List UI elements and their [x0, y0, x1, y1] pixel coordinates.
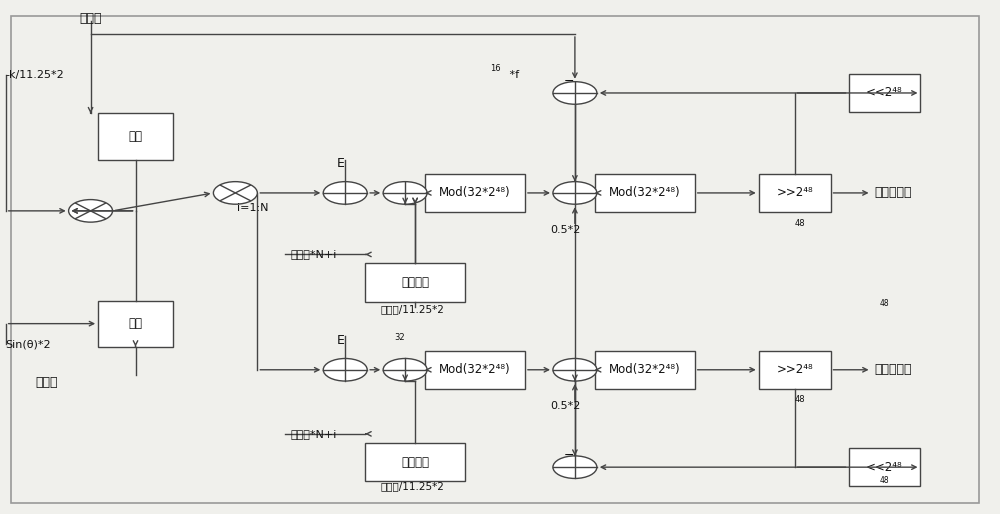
Text: 频率号: 频率号 [79, 12, 102, 25]
Bar [759, 351, 831, 389]
Circle shape [69, 199, 113, 222]
Circle shape [213, 181, 257, 204]
Bar [849, 74, 920, 112]
Bar [759, 174, 831, 212]
Bar [595, 351, 695, 389]
Bar [98, 114, 173, 160]
Circle shape [553, 82, 597, 104]
Text: 32: 32 [394, 334, 405, 342]
Text: 48: 48 [795, 219, 805, 228]
Text: 查表: 查表 [129, 130, 143, 143]
Text: Mod(32*2⁴⁸): Mod(32*2⁴⁸) [439, 187, 511, 199]
Text: <<2⁴⁸: <<2⁴⁸ [866, 86, 903, 100]
Text: Mod(32*2⁴⁸): Mod(32*2⁴⁸) [609, 187, 681, 199]
Bar [849, 448, 920, 486]
Circle shape [553, 181, 597, 204]
Text: 初相値/11.25*2: 初相値/11.25*2 [380, 482, 444, 492]
Circle shape [323, 181, 367, 204]
Text: 频率号*N+i: 频率号*N+i [290, 429, 337, 439]
Text: 波位号: 波位号 [36, 376, 58, 389]
Circle shape [553, 456, 597, 479]
Text: 48: 48 [879, 476, 889, 485]
Text: −: − [564, 75, 574, 88]
Text: E: E [336, 157, 344, 170]
Bar [365, 263, 465, 302]
Text: 发射配相码: 发射配相码 [874, 363, 912, 376]
Text: Mod(32*2⁴⁸): Mod(32*2⁴⁸) [609, 363, 681, 376]
Text: 48: 48 [879, 299, 889, 308]
Text: 接收初相: 接收初相 [401, 276, 429, 289]
Bar [425, 174, 525, 212]
Text: 频率号*N+i: 频率号*N+i [290, 249, 337, 260]
Text: −: − [564, 449, 574, 462]
Text: Mod(32*2⁴⁸): Mod(32*2⁴⁸) [439, 363, 511, 376]
Text: i=1:N: i=1:N [237, 204, 269, 213]
Text: 初相値/11.25*2: 初相値/11.25*2 [380, 304, 444, 314]
Text: -k/11.25*2: -k/11.25*2 [6, 70, 64, 80]
Text: 48: 48 [795, 395, 805, 404]
Text: 16: 16 [490, 64, 501, 74]
Text: 0.5*2: 0.5*2 [550, 400, 580, 411]
Text: Sin(θ)*2: Sin(θ)*2 [6, 339, 51, 349]
Bar [98, 301, 173, 347]
Circle shape [383, 358, 427, 381]
Circle shape [553, 358, 597, 381]
Text: <<2⁴⁸: <<2⁴⁸ [866, 461, 903, 474]
Bar [595, 174, 695, 212]
Text: 接收配相码: 接收配相码 [874, 187, 912, 199]
Text: >>2⁴⁸: >>2⁴⁸ [776, 187, 813, 199]
Text: 查表: 查表 [129, 317, 143, 330]
Text: 发射初相: 发射初相 [401, 455, 429, 469]
Text: >>2⁴⁸: >>2⁴⁸ [776, 363, 813, 376]
Circle shape [323, 358, 367, 381]
Text: *f: *f [506, 70, 519, 80]
Bar [365, 443, 465, 481]
Bar [425, 351, 525, 389]
Text: 0.5*2: 0.5*2 [550, 225, 580, 235]
Circle shape [383, 181, 427, 204]
Text: E: E [336, 334, 344, 346]
